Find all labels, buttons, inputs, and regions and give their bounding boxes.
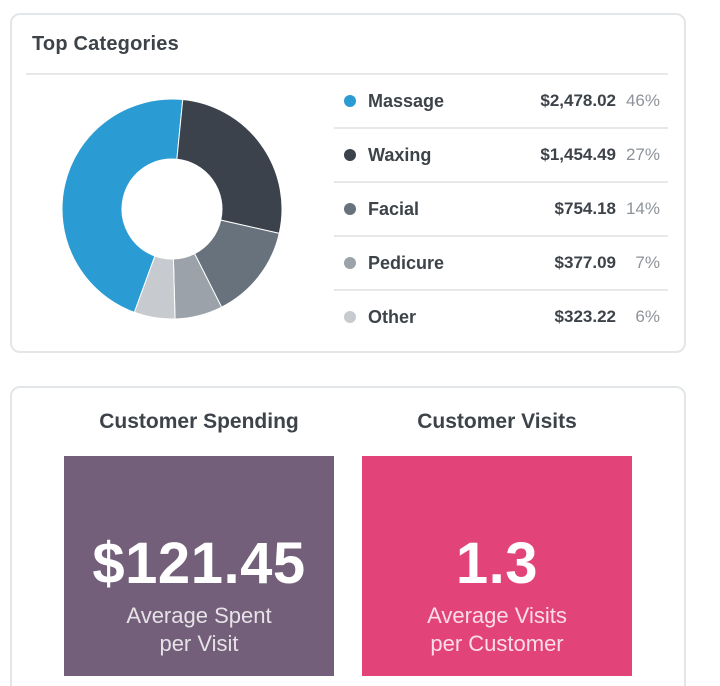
legend-percent: 27% bbox=[625, 145, 660, 164]
legend-amount: $1,454.49 bbox=[540, 145, 616, 164]
legend-dot-pedicure bbox=[344, 257, 356, 269]
caption-line: per Visit bbox=[159, 631, 239, 656]
caption-line: Average Spent bbox=[126, 603, 272, 628]
legend-dot-waxing bbox=[344, 149, 356, 161]
legend-row-massage[interactable]: Massage $2,478.02 46% bbox=[334, 75, 668, 129]
top-categories-title: Top Categories bbox=[32, 33, 179, 55]
legend-row-pedicure[interactable]: Pedicure $377.09 7% bbox=[334, 237, 668, 291]
legend-percent: 46% bbox=[625, 91, 660, 110]
legend-label: Massage bbox=[368, 91, 445, 111]
legend-amount: $2,478.02 bbox=[540, 91, 616, 110]
legend-amount: $377.09 bbox=[554, 253, 616, 272]
legend-amount: $754.18 bbox=[554, 199, 616, 218]
average-visits-caption: Average Visits per Customer bbox=[362, 602, 632, 658]
customer-spending-heading: Customer Spending bbox=[99, 410, 299, 433]
legend-percent: 14% bbox=[625, 199, 660, 218]
legend-percent: 7% bbox=[635, 253, 660, 272]
legend-label: Other bbox=[368, 307, 417, 327]
legend-label: Pedicure bbox=[368, 253, 445, 273]
donut-slice-waxing[interactable] bbox=[176, 99, 282, 234]
categories-donut-chart bbox=[62, 99, 282, 319]
legend-label: Facial bbox=[368, 199, 420, 219]
average-spent-value: $121.45 bbox=[92, 531, 306, 596]
donut-svg bbox=[62, 99, 282, 319]
legend-percent: 6% bbox=[635, 307, 660, 326]
customer-visits-heading: Customer Visits bbox=[417, 410, 577, 433]
legend-label: Waxing bbox=[368, 145, 432, 165]
customer-metrics-card: Customer Spending Customer Visits $121.4… bbox=[10, 386, 686, 686]
caption-line: per Customer bbox=[430, 631, 564, 656]
customer-visits-tile[interactable]: 1.3 Average Visits per Customer bbox=[362, 456, 632, 676]
legend-dot-massage bbox=[344, 95, 356, 107]
donut-slice-other[interactable] bbox=[133, 255, 176, 319]
legend-row-facial[interactable]: Facial $754.18 14% bbox=[334, 183, 668, 237]
average-visits-value: 1.3 bbox=[455, 531, 539, 596]
legend-dot-other bbox=[344, 311, 356, 323]
legend-row-waxing[interactable]: Waxing $1,454.49 27% bbox=[334, 129, 668, 183]
legend-dot-facial bbox=[344, 203, 356, 215]
legend-row-other[interactable]: Other $323.22 6% bbox=[334, 291, 668, 343]
legend-amount: $323.22 bbox=[554, 307, 616, 326]
categories-legend: Massage $2,478.02 46% Waxing $1,454.49 2… bbox=[334, 75, 668, 343]
caption-line: Average Visits bbox=[427, 603, 567, 628]
top-categories-card: Top Categories Massage $2,478.02 46% Wax… bbox=[10, 13, 686, 353]
average-spent-caption: Average Spent per Visit bbox=[64, 602, 334, 658]
donut-slice-massage[interactable] bbox=[62, 99, 184, 314]
customer-spending-tile[interactable]: $121.45 Average Spent per Visit bbox=[64, 456, 334, 676]
title-divider bbox=[26, 73, 668, 75]
